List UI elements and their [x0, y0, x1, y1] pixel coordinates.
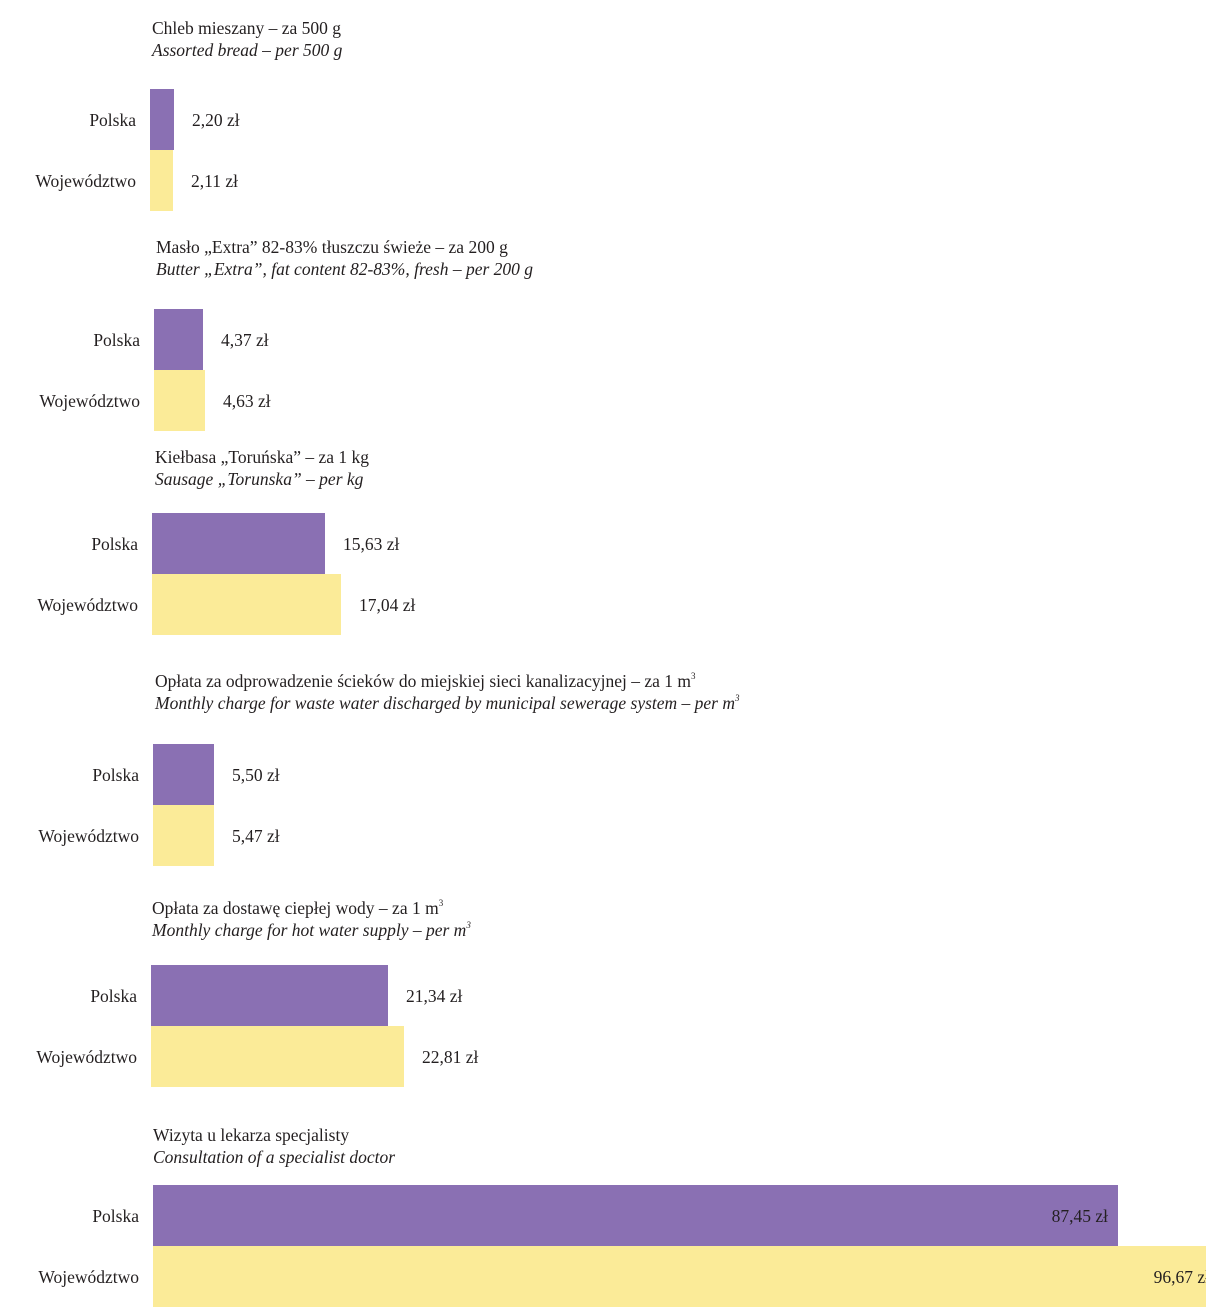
title-pl-superscript: 3 — [690, 671, 696, 681]
title-pl: Chleb mieszany – za 500 g — [152, 17, 342, 39]
value-label: 96,67 zł — [1153, 1266, 1206, 1287]
title-en-superscript: 3 — [735, 693, 740, 703]
title-en-text: Butter „Extra”, fat content 82-83%, fres… — [156, 259, 534, 279]
panel-title: Opłata za odprowadzenie ścieków do miejs… — [155, 670, 740, 714]
title-pl-superscript: 3 — [438, 898, 444, 908]
title-en-text: Consultation of a specialist doctor — [153, 1147, 396, 1167]
title-pl: Opłata za dostawę ciepłej wody – za 1 m3 — [152, 897, 471, 919]
row-label-wojewodztwo: Województwo — [35, 170, 136, 191]
title-en-text: Assorted bread – per 500 g — [152, 40, 343, 60]
value-label: 4,37 zł — [221, 329, 269, 350]
title-pl-text: Masło „Extra” 82-83% tłuszczu świeże – z… — [156, 237, 508, 257]
value-label: 4,63 zł — [223, 390, 271, 411]
title-pl-text: Opłata za odprowadzenie ścieków do miejs… — [155, 671, 691, 691]
title-en: Sausage „Torunska” – per kg — [155, 468, 369, 490]
panel-title: Kiełbasa „Toruńska” – za 1 kg Sausage „To… — [155, 446, 369, 490]
title-en: Monthly charge for waste water discharge… — [155, 692, 740, 714]
bar-polska — [153, 744, 214, 805]
bar-wojewodztwo — [151, 1026, 404, 1087]
row-label-polska: Polska — [89, 109, 136, 130]
panel-title: Masło „Extra” 82-83% tłuszczu świeże – z… — [156, 236, 533, 280]
value-label: 22,81 zł — [422, 1046, 479, 1067]
row-label-polska: Polska — [91, 533, 138, 554]
bar-wojewodztwo — [153, 1246, 1206, 1307]
title-en: Consultation of a specialist doctor — [153, 1146, 395, 1168]
row-label-wojewodztwo: Województwo — [39, 390, 140, 411]
title-en-text: Sausage „Torunska” – per kg — [155, 469, 364, 489]
bar-polska — [154, 309, 203, 370]
value-label: 2,20 zł — [192, 109, 240, 130]
value-label: 21,34 zł — [406, 985, 463, 1006]
value-label: 5,47 zł — [232, 825, 280, 846]
row-label-wojewodztwo: Województwo — [38, 825, 139, 846]
title-pl-text: Kiełbasa „Toruńska” – za 1 kg — [155, 447, 370, 467]
value-label: 17,04 zł — [359, 594, 416, 615]
value-label: 15,63 zł — [343, 533, 400, 554]
bar-polska — [150, 89, 174, 150]
title-en: Butter „Extra”, fat content 82-83%, fres… — [156, 258, 533, 280]
title-pl-text: Opłata za dostawę ciepłej wody – za 1 m — [152, 898, 439, 918]
row-label-polska: Polska — [93, 329, 140, 350]
title-pl: Wizyta u lekarza specjalisty — [153, 1124, 395, 1146]
bar-wojewodztwo — [153, 805, 214, 866]
bar-polska — [151, 965, 388, 1026]
panel-title: Wizyta u lekarza specjalisty Consultation… — [153, 1124, 395, 1168]
title-pl-text: Chleb mieszany – za 500 g — [152, 18, 342, 38]
bar-wojewodztwo — [154, 370, 205, 431]
title-pl: Opłata za odprowadzenie ścieków do miejs… — [155, 670, 740, 692]
title-en-text: Monthly charge for waste water discharge… — [155, 693, 736, 713]
title-pl: Masło „Extra” 82-83% tłuszczu świeże – z… — [156, 236, 533, 258]
title-en: Monthly charge for hot water supply – pe… — [152, 919, 471, 941]
row-label-polska: Polska — [92, 1205, 139, 1226]
title-en-text: Monthly charge for hot water supply – pe… — [152, 920, 467, 940]
title-pl-text: Wizyta u lekarza specjalisty — [153, 1125, 350, 1145]
title-en: Assorted bread – per 500 g — [152, 39, 342, 61]
title-en-superscript: 3 — [466, 920, 471, 930]
row-label-wojewodztwo: Województwo — [37, 594, 138, 615]
bar-polska — [153, 1185, 1118, 1246]
row-label-wojewodztwo: Województwo — [38, 1266, 139, 1287]
panel-title: Opłata za dostawę ciepłej wody – za 1 m3… — [152, 897, 471, 941]
row-label-wojewodztwo: Województwo — [36, 1046, 137, 1067]
title-pl: Kiełbasa „Toruńska” – za 1 kg — [155, 446, 369, 468]
value-label: 5,50 zł — [232, 764, 280, 785]
value-label: 87,45 zł — [1051, 1205, 1108, 1226]
bar-polska — [152, 513, 325, 574]
row-label-polska: Polska — [92, 764, 139, 785]
bar-wojewodztwo — [150, 150, 173, 211]
panel-title: Chleb mieszany – za 500 g Assorted bread … — [152, 17, 342, 61]
row-label-polska: Polska — [90, 985, 137, 1006]
bar-wojewodztwo — [152, 574, 341, 635]
value-label: 2,11 zł — [191, 170, 238, 191]
